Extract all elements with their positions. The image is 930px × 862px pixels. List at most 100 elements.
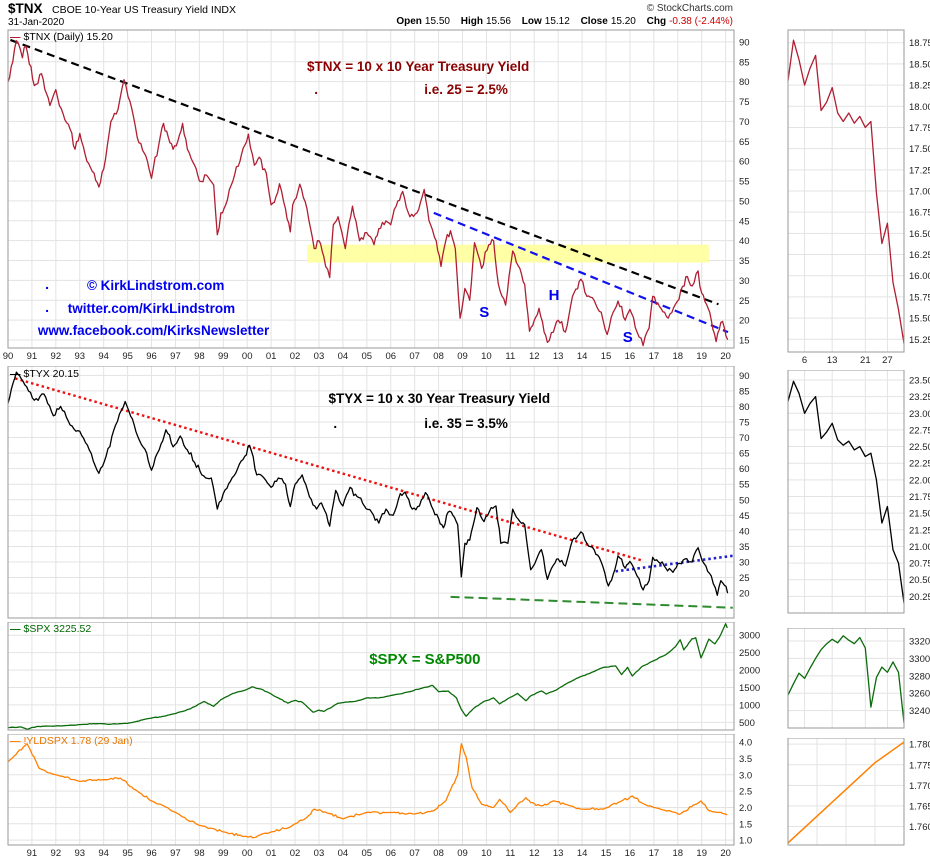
x-axis-label: 18 — [672, 351, 683, 362]
x-axis-label: 01 — [266, 351, 277, 362]
annotation-text: www.facebook.com/KirksNewsletter — [37, 323, 270, 338]
x-axis-label: 19 — [696, 848, 707, 859]
y-axis-label: 45 — [739, 216, 750, 227]
x-axis-label: 06 — [385, 351, 396, 362]
tyx-legend-line-sample: — — [10, 368, 21, 380]
y-axis-label: 2500 — [739, 648, 760, 659]
price-series-TYX — [8, 371, 729, 596]
annotation-text: i.e. 25 = 2.5% — [424, 82, 508, 97]
chart-title: CBOE 10-Year US Treasury Yield INDX — [52, 4, 237, 16]
annotation-text: S — [479, 304, 489, 321]
x-axis-label: 18 — [672, 848, 683, 859]
y-axis-label: 60 — [739, 157, 750, 168]
x-axis-label: 11 — [505, 848, 515, 859]
y-axis-label: 20.75 — [909, 559, 930, 570]
chart-date: 31-Jan-2020 — [8, 17, 65, 28]
y-axis-label: 90 — [739, 371, 750, 382]
y-axis-label: 80 — [739, 77, 750, 88]
price-series-YLDSPX-daily — [788, 741, 904, 844]
y-axis-label: 18.00 — [909, 102, 930, 113]
y-axis-label: 30 — [739, 276, 750, 287]
spx-main-chart: 3000 2500 2000 1500 1000 500 $SPX = S&P500 — [7, 622, 760, 731]
y-axis-label: 75 — [739, 418, 750, 429]
x-axis-label: 94 — [98, 848, 109, 859]
y-axis-label: 22.00 — [909, 475, 930, 486]
y-axis-label: 21.00 — [909, 542, 930, 553]
x-axis-label: 13 — [553, 848, 564, 859]
plot-background — [8, 622, 734, 730]
price-series-TYX-daily — [788, 380, 904, 604]
x-axis-label: 02 — [290, 848, 301, 859]
y-axis-label: 85 — [739, 57, 750, 68]
y-axis-label: 2.0 — [739, 803, 752, 814]
plot-background — [8, 30, 734, 348]
y-axis-label: 3.5 — [739, 754, 752, 765]
y-axis-label: 18.50 — [909, 59, 930, 70]
y-axis-label: 1.760 — [909, 822, 930, 833]
y-axis-label: 65 — [739, 137, 750, 148]
yldspx-legend-label: !YLDSPX 1.78 (29 Jan) — [23, 735, 133, 747]
x-axis-label: 98 — [194, 848, 205, 859]
y-axis-label: 35 — [739, 542, 750, 553]
y-axis-label: 3280 — [909, 671, 930, 682]
x-axis-label: 95 — [122, 351, 133, 362]
x-axis-label: 13 — [553, 351, 564, 362]
x-axis-label: 90 — [3, 351, 14, 362]
x-axis-label: 07 — [409, 848, 420, 859]
y-axis-label: 16.75 — [909, 208, 930, 219]
annotation-text: . — [45, 276, 49, 292]
plot-border — [787, 738, 905, 846]
yldspx-main-chart: 91 92 93 94 95 96 97 98 99 00 01 02 03 04 05 06 07 08 09 10… — [7, 734, 752, 859]
x-axis-label: 14 — [577, 848, 588, 859]
x-axis-label: 12 — [529, 848, 540, 859]
plot-border — [787, 29, 905, 353]
x-axis-label: 98 — [194, 351, 205, 362]
y-axis-label: 1.770 — [909, 781, 930, 792]
y-axis-label: 1000 — [739, 700, 760, 711]
y-axis-label: 1.775 — [909, 760, 930, 771]
y-axis-label: 22.75 — [909, 425, 930, 436]
x-axis-label: 10 — [481, 848, 492, 859]
y-axis-label: 23.50 — [909, 375, 930, 386]
annotation-text: twitter.com/KirkLindstrom — [68, 301, 235, 316]
x-axis-label: 92 — [51, 351, 62, 362]
y-axis-label: 15 — [739, 336, 750, 347]
x-axis-label: 97 — [170, 848, 181, 859]
y-axis-label: 1.5 — [739, 819, 752, 830]
tyx-mini-chart: 23.50 23.25 23.00 22.75 22.50 22.25 22.00 21.75… — [787, 370, 930, 614]
price-series-YLDSPX — [8, 743, 728, 839]
x-axis-label: 00 — [242, 351, 253, 362]
tnx-main-chart: 90 91 92 93 94 95 96 97 98 99 00 01 02 03 04 05 06 07 08 09… — [3, 29, 750, 362]
x-axis-label: 01 — [266, 848, 277, 859]
x-axis-label: 03 — [314, 848, 325, 859]
y-axis-label: 17.75 — [909, 123, 930, 134]
price-series-TNX — [8, 40, 729, 347]
spx-mini-chart: 3320 3300 3280 3260 3240 — [787, 628, 930, 729]
x-axis-label: 97 — [170, 351, 181, 362]
stockcharts-watermark: © StockCharts.com — [646, 3, 733, 14]
tnx-legend: — $TNX (Daily) 15.20 — [10, 31, 113, 43]
x-axis-label: 93 — [74, 351, 85, 362]
yldspx-mini-chart: 1.780 1.775 1.770 1.765 1.760 — [787, 738, 930, 846]
price-series-SPX-daily — [788, 635, 904, 724]
plot-layer — [788, 39, 904, 345]
y-axis-label: 21.25 — [909, 525, 930, 536]
y-axis-label: 55 — [739, 177, 750, 188]
tyx-legend-label: $TYX 20.15 — [23, 368, 79, 380]
plot-border — [7, 622, 735, 731]
high-value: 15.56 — [485, 16, 511, 27]
tyx-legend: — $TYX 20.15 — [10, 368, 79, 380]
plot-layer — [8, 743, 728, 839]
plot-layer — [788, 380, 904, 604]
x-axis-label: 92 — [51, 848, 62, 859]
y-axis-label: 2.5 — [739, 787, 752, 798]
plot-border — [7, 29, 735, 349]
x-axis-label: 16 — [625, 351, 636, 362]
x-axis-label: 09 — [457, 848, 468, 859]
plot-border — [787, 370, 905, 614]
plot-background — [788, 370, 904, 613]
y-axis-label: 1.765 — [909, 801, 930, 812]
yldspx-legend-line-sample: — — [10, 735, 21, 747]
x-axis-label: 20 — [720, 351, 731, 362]
